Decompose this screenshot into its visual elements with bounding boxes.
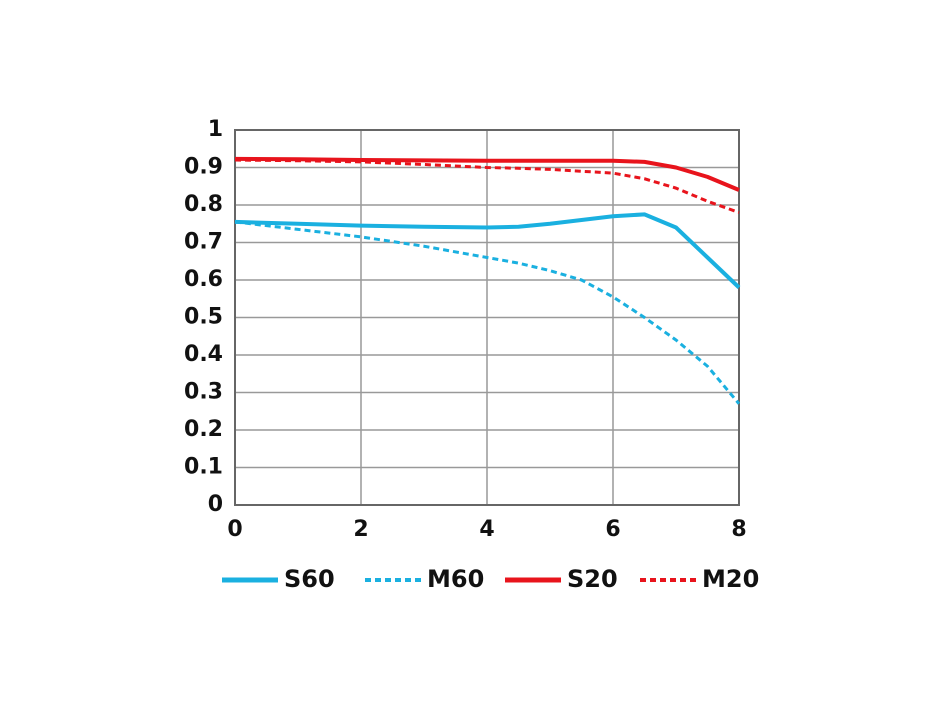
series-line xyxy=(234,212,741,289)
y-tick-label: 0.8 xyxy=(184,192,223,217)
legend-label: M60 xyxy=(427,565,484,593)
x-tick-label: 6 xyxy=(605,517,620,542)
legend-label: S20 xyxy=(567,565,618,593)
series-line xyxy=(234,220,741,405)
y-tick-label: 0.7 xyxy=(184,230,223,255)
x-tick-label: 0 xyxy=(227,517,242,542)
y-tick-label: 0 xyxy=(208,492,223,517)
plot-frame xyxy=(234,129,740,506)
series-line xyxy=(234,158,740,214)
y-tick-label: 0.6 xyxy=(184,267,223,292)
y-tick-label: 0.3 xyxy=(184,380,223,405)
y-tick-label: 0.4 xyxy=(184,342,223,367)
legend-label: M20 xyxy=(702,565,759,593)
y-tick-label: 0.2 xyxy=(184,417,223,442)
series-line xyxy=(234,156,740,192)
y-tick-label: 0.1 xyxy=(184,455,223,480)
y-tick-label: 1 xyxy=(208,117,223,142)
x-tick-label: 4 xyxy=(479,517,494,542)
x-tick-label: 8 xyxy=(731,517,746,542)
x-tick-label: 2 xyxy=(353,517,368,542)
y-tick-label: 0.9 xyxy=(184,155,223,180)
legend-label: S60 xyxy=(284,565,335,593)
y-tick-label: 0.5 xyxy=(184,305,223,330)
